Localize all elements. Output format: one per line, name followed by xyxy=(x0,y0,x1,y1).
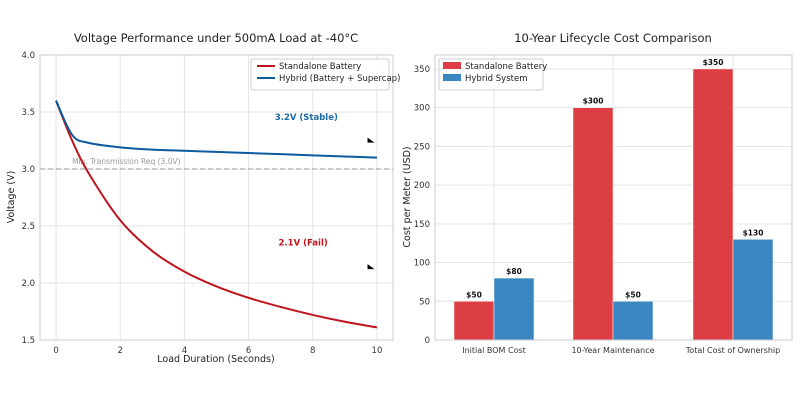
legend-swatch-hybrid xyxy=(443,74,461,81)
threshold-label: Min. Transmission Req (3.0V) xyxy=(72,157,181,166)
y-tick-label: 3.0 xyxy=(21,165,35,175)
voltage-chart: Voltage Performance under 500mA Load at … xyxy=(6,31,400,365)
bar-value-label: $50 xyxy=(625,290,641,299)
x-tick-label: 4 xyxy=(182,346,187,356)
voltage-chart-title: Voltage Performance under 500mA Load at … xyxy=(74,31,358,45)
annotation-label: 3.2V (Stable) xyxy=(275,113,338,123)
annotation-arrowhead xyxy=(367,264,375,270)
bar-value-label: $350 xyxy=(703,58,724,67)
y-tick-label: 350 xyxy=(414,65,430,75)
y-tick-label: 1.5 xyxy=(21,336,35,346)
y-tick-label: 3.5 xyxy=(21,108,35,118)
annotation-label: 2.1V (Fail) xyxy=(279,238,328,248)
legend-label-standalone: Standalone Battery xyxy=(279,62,361,72)
bar-value-label: $130 xyxy=(743,228,764,237)
bar-standalone xyxy=(692,68,734,341)
annotation-arrowhead xyxy=(367,137,375,143)
y-tick-label: 4.0 xyxy=(21,51,35,61)
voltage-plot-frame xyxy=(39,54,394,341)
bar-value-label: $300 xyxy=(583,97,604,106)
bar-hybrid xyxy=(612,301,654,341)
y-tick-label: 50 xyxy=(419,297,430,307)
cost-y-axis-label: Cost per Meter (USD) xyxy=(402,146,413,247)
x-tick-label: 0 xyxy=(53,346,58,356)
x-tick-label: Initial BOM Cost xyxy=(462,346,526,355)
x-tick-label: 8 xyxy=(310,346,315,356)
x-tick-label: 10-Year Maintenance xyxy=(571,346,654,355)
y-tick-label: 0 xyxy=(425,336,430,346)
cost-chart-title: 10-Year Lifecycle Cost Comparison xyxy=(514,31,712,45)
y-tick-label: 300 xyxy=(414,104,430,114)
voltage-x-axis-label: Load Duration (Seconds) xyxy=(157,354,274,365)
cost-legend: Standalone Battery Hybrid System xyxy=(438,58,547,91)
y-tick-label: 250 xyxy=(414,142,430,152)
bar-hybrid xyxy=(493,277,535,341)
legend-swatch-standalone xyxy=(443,62,461,69)
cost-plot-frame xyxy=(434,54,793,341)
voltage-legend: Standalone Battery Hybrid (Battery + Sup… xyxy=(250,58,400,91)
y-tick-label: 150 xyxy=(414,220,430,230)
x-tick-label: Total Cost of Ownership xyxy=(685,346,780,355)
cost-chart: 10-Year Lifecycle Cost Comparison $50 $30… xyxy=(402,31,793,355)
voltage-y-axis-label: Voltage (V) xyxy=(6,171,17,224)
legend-label-standalone: Standalone Battery xyxy=(465,62,547,72)
x-tick-label: 6 xyxy=(246,346,251,356)
bar-value-label: $80 xyxy=(506,267,522,276)
x-tick-label: 2 xyxy=(118,346,123,356)
bar-standalone xyxy=(453,301,495,341)
y-tick-label: 2.5 xyxy=(21,222,35,232)
legend-label-hybrid: Hybrid (Battery + Supercap) xyxy=(279,74,400,84)
bar-standalone xyxy=(572,107,614,341)
x-tick-label: 10 xyxy=(372,346,383,356)
legend-label-hybrid: Hybrid System xyxy=(465,74,527,84)
y-tick-label: 2.0 xyxy=(21,279,35,289)
y-tick-label: 100 xyxy=(414,259,430,269)
series-line-hybrid xyxy=(55,100,377,159)
bar-value-label: $50 xyxy=(466,290,482,299)
series-line-standalone xyxy=(55,100,378,329)
y-tick-label: 200 xyxy=(414,181,430,191)
bar-hybrid xyxy=(732,239,774,341)
